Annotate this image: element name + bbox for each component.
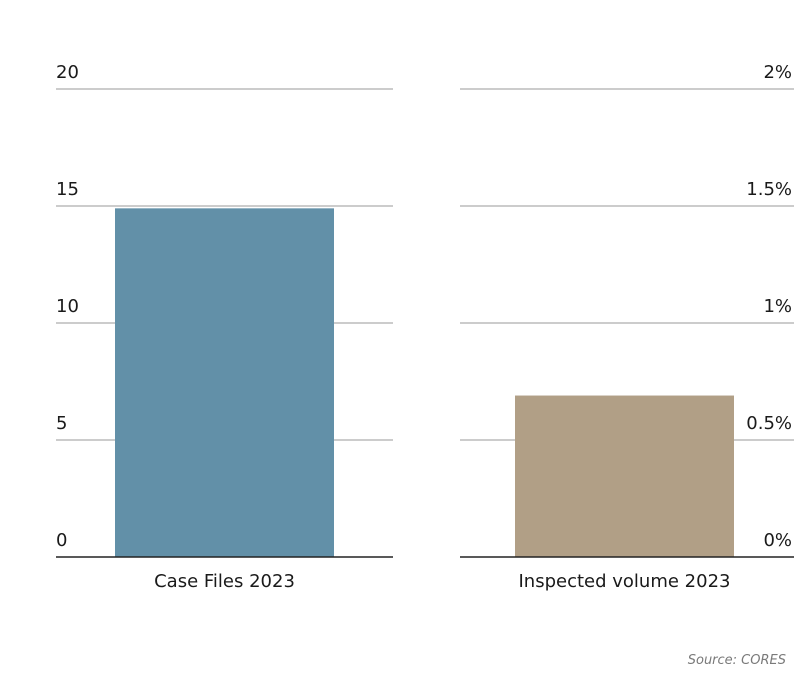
y-tick-label: 10: [56, 296, 79, 317]
y-tick-label: 1%: [763, 296, 792, 317]
y-tick-label: 20: [56, 62, 79, 83]
bar: [115, 208, 334, 557]
bar: [515, 395, 734, 557]
source-note: Source: CORES: [688, 653, 786, 668]
y-tick-label: 0: [56, 530, 67, 551]
y-tick-label: 0.5%: [746, 413, 792, 434]
y-tick-label: 1.5%: [746, 179, 792, 200]
category-label: Case Files 2023: [154, 571, 295, 592]
y-tick-label: 0%: [763, 530, 792, 551]
category-label: Inspected volume 2023: [519, 571, 731, 592]
y-tick-label: 5: [56, 413, 67, 434]
y-tick-label: 15: [56, 179, 79, 200]
panel-inspected-volume: 0% 0.5% 1% 1.5% 2% Inspected volume 2023: [460, 62, 794, 592]
panel-case-files: 0 5 10 15 20 Case Files 2023: [56, 62, 393, 592]
y-tick-label: 2%: [763, 62, 792, 83]
